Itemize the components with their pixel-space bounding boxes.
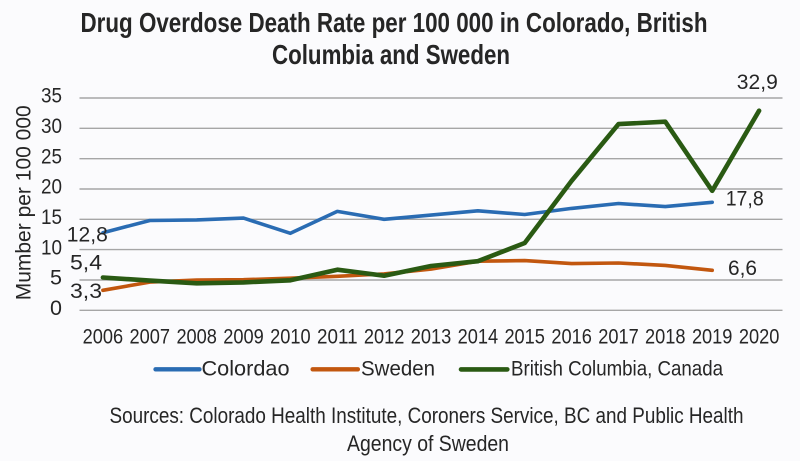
svg-text:30: 30	[41, 114, 62, 138]
svg-text:12,8: 12,8	[67, 223, 108, 247]
svg-text:5: 5	[50, 266, 62, 290]
svg-text:6,6: 6,6	[728, 256, 757, 280]
svg-text:5,4: 5,4	[70, 250, 102, 274]
svg-text:2010: 2010	[270, 324, 311, 348]
svg-text:25: 25	[41, 144, 62, 168]
svg-text:Columbia and Sweden: Columbia and Sweden	[272, 39, 510, 70]
svg-text:2007: 2007	[130, 324, 171, 348]
svg-text:2015: 2015	[504, 324, 545, 348]
svg-text:2012: 2012	[364, 324, 405, 348]
svg-text:2006: 2006	[83, 324, 124, 348]
svg-text:2011: 2011	[317, 324, 358, 348]
svg-text:2016: 2016	[551, 324, 592, 348]
svg-text:Mumber per 100 000: Mumber per 100 000	[13, 105, 36, 300]
svg-text:2019: 2019	[692, 324, 733, 348]
svg-text:Sweden: Sweden	[361, 356, 435, 380]
svg-text:Drug Overdose Death Rate per 1: Drug Overdose Death Rate per 100 000 in …	[81, 7, 708, 38]
svg-text:3,3: 3,3	[70, 279, 102, 303]
svg-text:2008: 2008	[176, 324, 217, 348]
svg-text:British Columbia, Canada: British Columbia, Canada	[511, 356, 723, 380]
svg-text:35: 35	[41, 84, 62, 108]
svg-text:Agency of Sweden: Agency of Sweden	[347, 431, 509, 456]
svg-text:10: 10	[41, 235, 62, 259]
svg-text:2017: 2017	[598, 324, 639, 348]
svg-text:0: 0	[50, 296, 62, 320]
svg-text:2018: 2018	[645, 324, 686, 348]
svg-text:2009: 2009	[223, 324, 264, 348]
svg-text:32,9: 32,9	[737, 70, 778, 94]
svg-text:2013: 2013	[411, 324, 452, 348]
svg-text:15: 15	[41, 205, 62, 229]
svg-text:Sources: Colorado Health Insti: Sources: Colorado Health Institute, Coro…	[110, 403, 744, 428]
svg-text:2014: 2014	[458, 324, 499, 348]
svg-text:2020: 2020	[739, 324, 780, 348]
svg-text:Colordao: Colordao	[202, 356, 290, 380]
svg-text:20: 20	[41, 175, 62, 199]
svg-text:17,8: 17,8	[726, 186, 764, 210]
